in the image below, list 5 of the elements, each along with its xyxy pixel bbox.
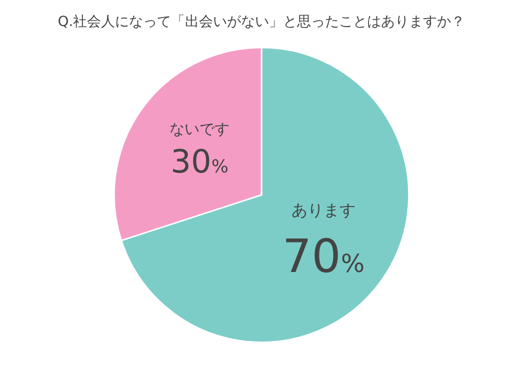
data-label: 70% [282,229,365,284]
data-label: 30% [170,142,228,180]
slice-label: ないです [170,120,230,138]
chart-title: Q.社会人になって「出会いがない」と思ったことはありますか？ [58,14,466,30]
slice-label: あります [291,200,356,220]
